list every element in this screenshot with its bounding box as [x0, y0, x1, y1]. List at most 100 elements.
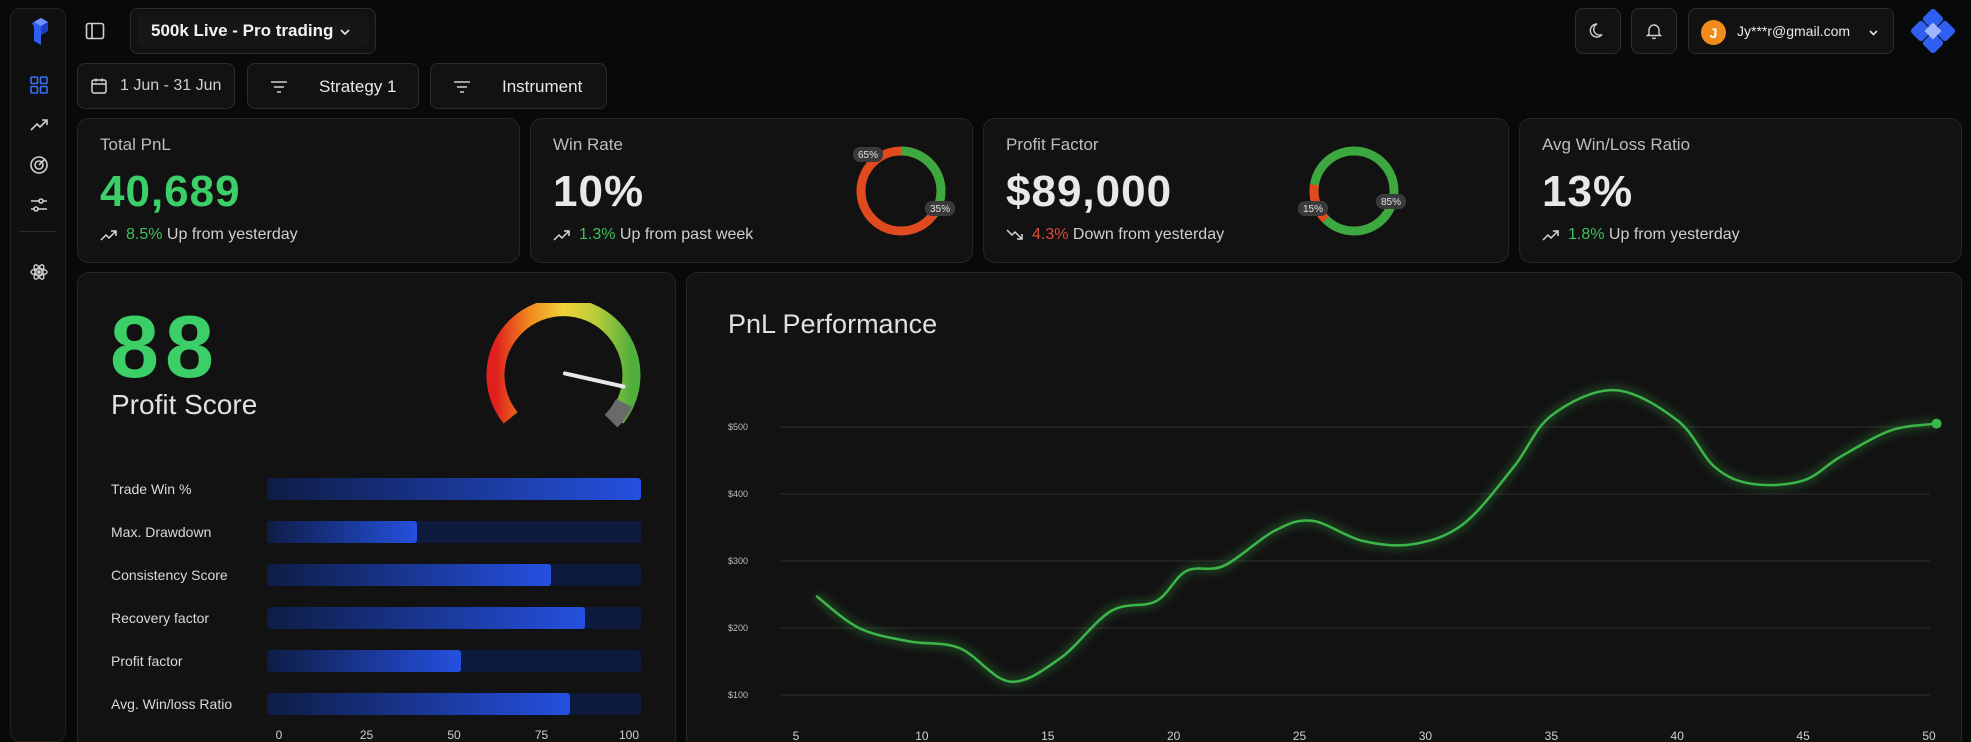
gauge-remainder	[604, 398, 633, 428]
sidebar	[10, 8, 66, 742]
donut-green-label: 35%	[930, 204, 950, 215]
metric-label: Trade Win %	[111, 481, 192, 497]
x-tick-label: 50	[1922, 729, 1936, 742]
chevron-down-icon	[1869, 30, 1878, 36]
metric-row: Profit factor	[111, 650, 671, 674]
profit-score-value: 88	[110, 297, 220, 396]
donut-red-label: 15%	[1303, 204, 1323, 215]
series-end-point[interactable]	[1931, 418, 1942, 429]
profit-score-label: Profit Score	[111, 389, 258, 420]
user-email: Jy***r@gmail.com	[1737, 23, 1851, 39]
metric-label: Avg. Win/loss Ratio	[111, 696, 233, 712]
card-title: Total PnL	[100, 135, 171, 154]
trending-up-icon[interactable]	[28, 114, 50, 136]
metric-bar-fill	[267, 564, 552, 586]
trend-text: Down from yesterday	[1072, 226, 1225, 243]
filter-icon	[454, 81, 470, 93]
metric-axis-tick: 100	[618, 728, 640, 742]
trend-percent: 1.3%	[579, 226, 616, 243]
metric-label: Recovery factor	[111, 610, 210, 626]
metric-bar-track	[267, 650, 641, 672]
avatar: J	[1701, 20, 1726, 45]
avg-win-loss-card: Avg Win/Loss Ratio 13% 1.8% Up from yest…	[1519, 118, 1962, 263]
metric-bar-track	[267, 521, 641, 543]
strategy-value: Strategy 1	[319, 77, 397, 96]
series-line	[815, 388, 1937, 683]
x-tick-label: 20	[1167, 729, 1181, 742]
metric-label: Profit factor	[111, 653, 183, 669]
metric-axis-tick: 25	[359, 728, 374, 742]
total-pnl-value: 40,689	[100, 167, 241, 216]
x-tick-label: 25	[1293, 729, 1307, 742]
chart-title: PnL Performance	[728, 309, 938, 339]
account-select[interactable]: 500k Live - Pro trading	[130, 8, 376, 54]
metric-row: Avg. Win/loss Ratio	[111, 693, 671, 717]
instrument-filter[interactable]: Instrument	[430, 63, 607, 109]
metric-bar-track	[267, 693, 641, 715]
avatar-initial: J	[1709, 24, 1718, 41]
pnl-performance-panel: PnL Performance $100 $200 $300 $400 $500 5 10…	[686, 272, 1962, 742]
date-range-value: 1 Jun - 31 Jun	[120, 77, 222, 94]
card-title: Win Rate	[553, 135, 623, 154]
trend-percent: 1.8%	[1568, 226, 1605, 243]
avg-win-loss-value: 13%	[1542, 167, 1634, 216]
brand-logo[interactable]	[1910, 8, 1956, 54]
x-tick-label: 40	[1671, 729, 1685, 742]
notifications-button[interactable]	[1631, 8, 1677, 54]
donut-green-label: 85%	[1381, 197, 1401, 208]
metric-bar-fill	[267, 521, 417, 543]
metric-row: Recovery factor	[111, 607, 671, 631]
atom-icon[interactable]	[28, 261, 50, 283]
target-icon[interactable]	[28, 154, 50, 176]
app-logo[interactable]	[28, 18, 50, 45]
theme-toggle-button[interactable]	[1575, 8, 1621, 54]
bell-icon	[1645, 24, 1663, 40]
card-title: Avg Win/Loss Ratio	[1542, 135, 1691, 154]
trending-up-icon	[553, 230, 570, 241]
y-tick-label: $400	[728, 489, 748, 499]
profit-factor-donut: 15% 85%	[1298, 146, 1406, 236]
x-tick-label: 5	[793, 729, 800, 742]
win-rate-donut: 65% 35%	[853, 146, 955, 236]
donut-red-label: 65%	[858, 150, 878, 161]
total-pnl-card: Total PnL 40,689 8.5% Up from yesterday	[77, 118, 520, 263]
trend-text: Up from yesterday	[1608, 226, 1740, 243]
date-range-filter[interactable]: 1 Jun - 31 Jun	[77, 63, 235, 109]
card-trend: 1.8% Up from yesterday	[1542, 226, 1740, 244]
x-tick-label: 35	[1545, 729, 1559, 742]
sidebar-toggle-button[interactable]	[80, 14, 110, 48]
profit-score-panel: 88 Profit Score Trade Win % Max. Drawdown…	[77, 272, 676, 742]
trending-up-icon	[100, 230, 117, 241]
account-select-value: 500k Live - Pro trading	[151, 21, 334, 40]
metric-row: Consistency Score	[111, 564, 671, 588]
card-title: Profit Factor	[1006, 135, 1099, 154]
trend-percent: 4.3%	[1032, 226, 1069, 243]
metric-bar-fill	[267, 693, 570, 715]
profit-factor-card: Profit Factor $89,000 4.3% Down from yes…	[983, 118, 1509, 263]
metric-axis-tick: 75	[534, 728, 549, 742]
user-menu[interactable]: J Jy***r@gmail.com	[1688, 8, 1894, 54]
y-tick-label: $200	[728, 623, 748, 633]
moon-icon	[1589, 23, 1603, 38]
metric-bar-fill	[267, 478, 641, 500]
trend-text: Up from past week	[619, 226, 754, 243]
dashboard-icon[interactable]	[28, 74, 50, 96]
card-trend: 1.3% Up from past week	[553, 226, 753, 244]
metric-list: Trade Win % Max. Drawdown Consistency Scor…	[111, 273, 671, 742]
strategy-filter[interactable]: Strategy 1	[247, 63, 419, 109]
profit-score-gauge	[486, 303, 641, 428]
win-rate-card: Win Rate 10% 1.3% Up from past week 65% …	[530, 118, 973, 263]
x-tick-label: 15	[1041, 729, 1055, 742]
sliders-icon[interactable]	[28, 194, 50, 216]
metric-bar-fill	[267, 607, 585, 629]
metric-row: Max. Drawdown	[111, 521, 671, 545]
card-trend: 8.5% Up from yesterday	[100, 226, 298, 244]
x-tick-label: 10	[915, 729, 929, 742]
profit-factor-value: $89,000	[1006, 167, 1173, 216]
win-rate-value: 10%	[553, 167, 645, 216]
metric-bar-fill	[267, 650, 462, 672]
metric-label: Consistency Score	[111, 567, 228, 583]
sidebar-toggle-icon	[85, 22, 105, 40]
y-tick-label: $300	[728, 556, 748, 566]
x-tick-label: 30	[1419, 729, 1433, 742]
